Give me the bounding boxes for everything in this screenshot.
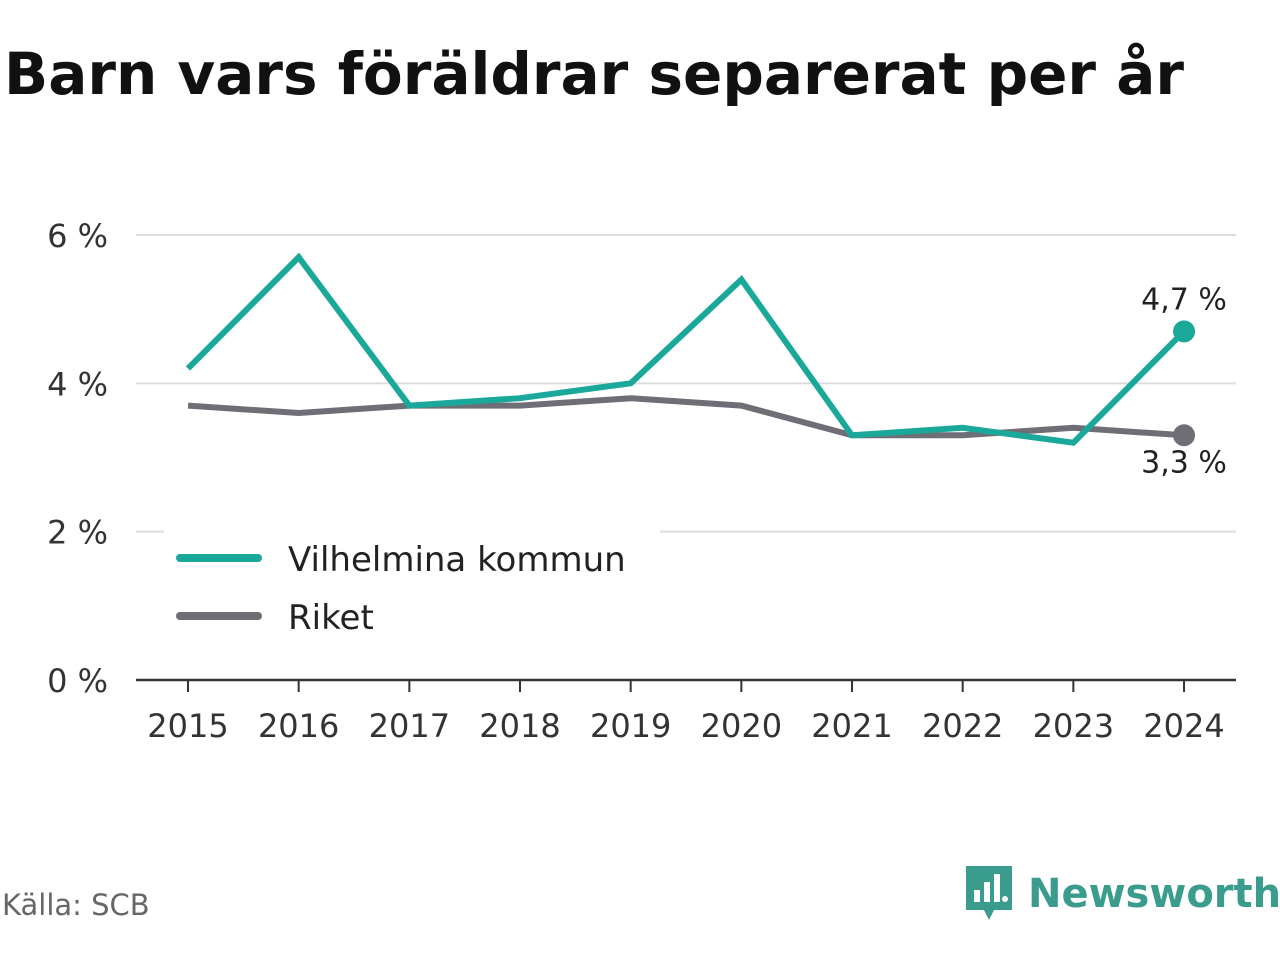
series-end-point — [1173, 424, 1196, 447]
x-tick-label: 2023 — [1033, 707, 1114, 745]
y-tick-label: 6 % — [47, 217, 108, 255]
y-tick-label: 4 % — [47, 365, 108, 403]
legend-background — [164, 528, 660, 642]
newsworthy-logo-icon — [966, 866, 1012, 920]
legend-label: Riket — [288, 598, 374, 638]
source-note: Källa: SCB — [2, 888, 150, 922]
newsworthy-logo: Newsworthy — [964, 864, 1280, 924]
x-tick-label: 2018 — [479, 707, 560, 745]
legend-label: Vilhelmina kommun — [288, 540, 626, 580]
end-value-label: 3,3 % — [1141, 445, 1227, 480]
y-tick-label: 2 % — [47, 514, 108, 552]
series-end-point — [1173, 320, 1196, 343]
x-tick-label: 2019 — [590, 707, 671, 745]
y-tick-label: 0 % — [47, 662, 108, 700]
series-line — [187, 395, 1185, 439]
x-tick-label: 2024 — [1143, 707, 1224, 745]
newsworthy-logo-text: Newsworthy — [1028, 871, 1280, 917]
x-tick-label: 2020 — [701, 707, 782, 745]
x-tick-label: 2021 — [811, 707, 892, 745]
x-tick-label: 2022 — [922, 707, 1003, 745]
x-tick-label: 2016 — [258, 707, 339, 745]
x-tick-label: 2017 — [369, 707, 450, 745]
x-tick-label: 2015 — [147, 707, 228, 745]
end-value-label: 4,7 % — [1141, 282, 1227, 317]
chart-title: Barn vars föräldrar separerat per år — [4, 40, 1184, 108]
series-line — [185, 252, 1187, 446]
